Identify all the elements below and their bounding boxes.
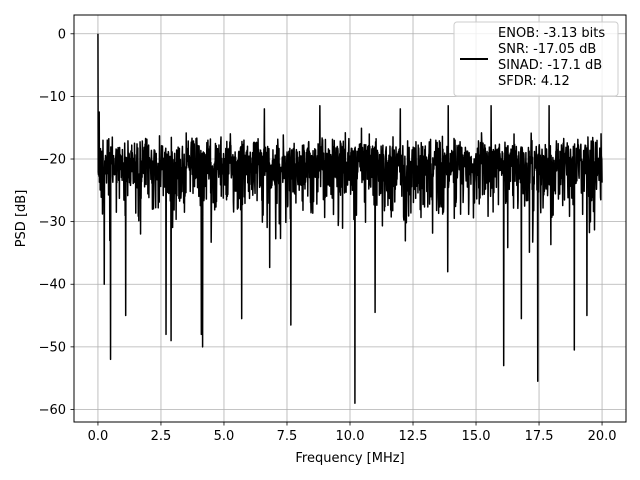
y-tick-label: −50 — [39, 340, 66, 355]
x-tick-label: 5.0 — [214, 429, 235, 444]
y-tick-label: −60 — [39, 403, 66, 418]
legend-entry-enob: ENOB: -3.13 bits — [498, 26, 605, 41]
x-tick-label: 15.0 — [462, 429, 491, 444]
legend: ENOB: -3.13 bits SNR: -17.05 dB SINAD: -… — [453, 21, 619, 97]
y-axis-label: PSD [dB] — [14, 190, 29, 248]
x-tick-label: 7.5 — [277, 429, 298, 444]
y-tick-label: 0 — [58, 27, 66, 42]
psd-series-line — [97, 33, 603, 404]
y-tick-label: −30 — [39, 215, 66, 230]
x-tick-label: 2.5 — [151, 429, 172, 444]
y-tick-label: −40 — [39, 278, 66, 293]
x-tick-label: 20.0 — [588, 429, 617, 444]
psd-series-group — [97, 33, 603, 404]
legend-box — [453, 21, 619, 97]
x-axis-ticks: 0.0 2.5 5.0 7.5 10.0 12.5 15.0 17.5 20.0 — [88, 422, 617, 444]
y-axis-ticks: 0 −10 −20 −30 −40 −50 −60 — [39, 27, 74, 418]
x-tick-label: 17.5 — [525, 429, 554, 444]
legend-entry-snr: SNR: -17.05 dB — [498, 42, 596, 57]
x-tick-label: 12.5 — [399, 429, 428, 444]
y-tick-label: −20 — [39, 153, 66, 168]
y-tick-label: −10 — [39, 90, 66, 105]
x-tick-label: 0.0 — [88, 429, 109, 444]
x-axis-label: Frequency [MHz] — [295, 451, 404, 466]
x-tick-label: 10.0 — [336, 429, 365, 444]
legend-entry-sfdr: SFDR: 4.12 — [498, 74, 570, 89]
legend-entry-sinad: SINAD: -17.1 dB — [498, 58, 602, 73]
